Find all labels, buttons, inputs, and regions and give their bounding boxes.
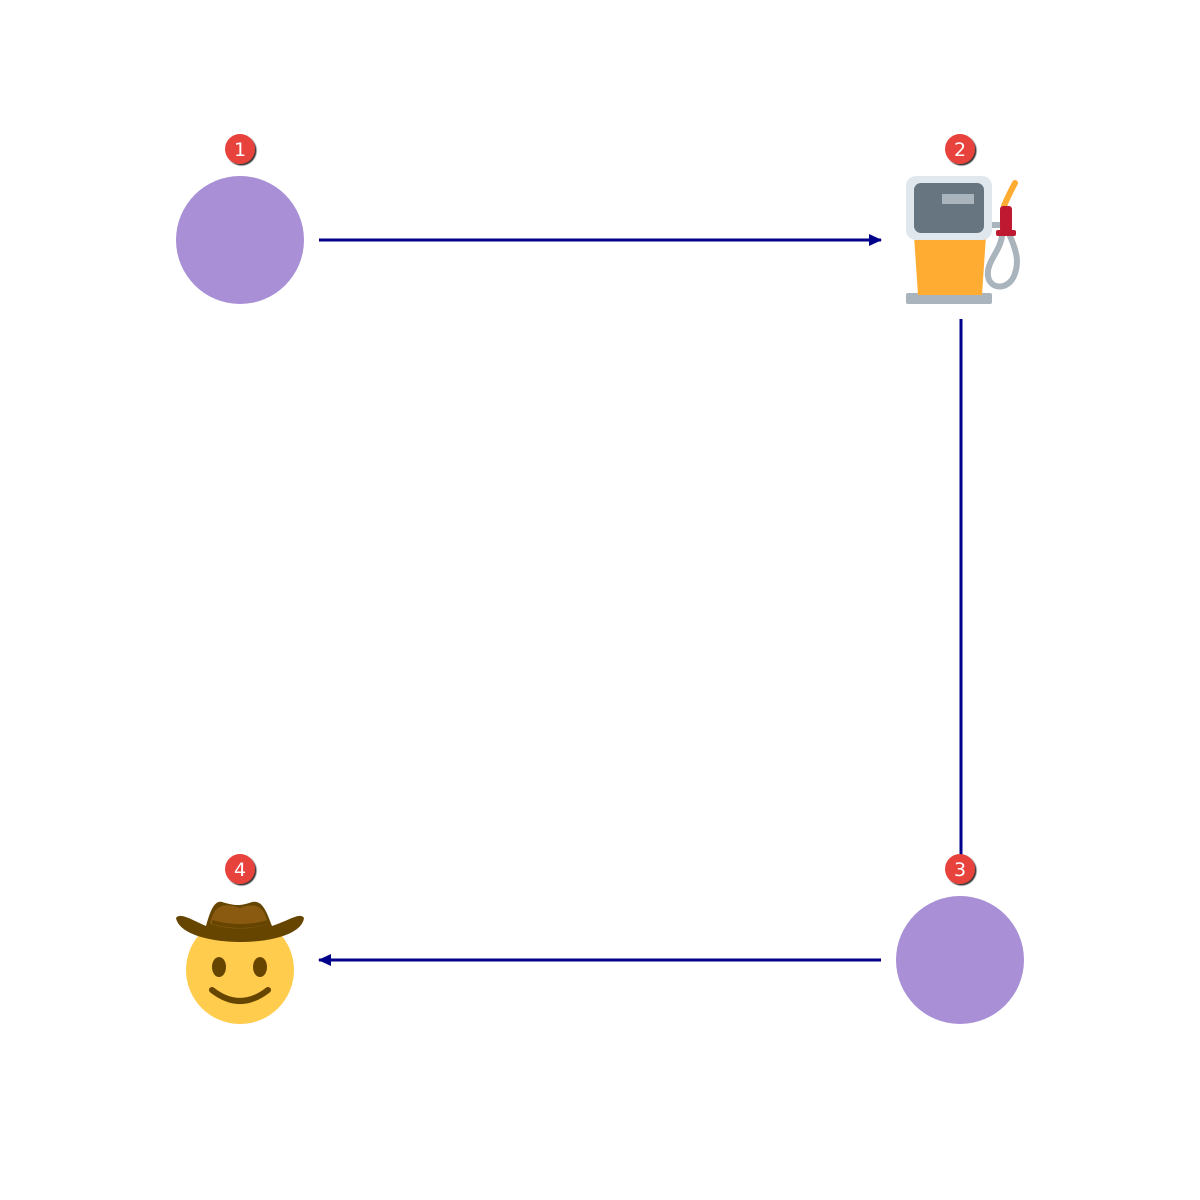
node-3-badge: 3 — [945, 854, 975, 884]
svg-text:1: 1 — [234, 139, 246, 161]
fuel-pump-icon[interactable] — [906, 176, 1020, 304]
node-4-badge: 4 — [225, 854, 255, 884]
cowboy-face-icon[interactable] — [176, 901, 304, 1024]
svg-text:4: 4 — [234, 859, 246, 881]
svg-text:2: 2 — [954, 139, 966, 161]
svg-text:3: 3 — [954, 859, 966, 881]
node-1-badge: 1 — [225, 134, 255, 164]
node-1-circle[interactable] — [176, 176, 304, 304]
node-2-badge: 2 — [945, 134, 975, 164]
node-3-circle[interactable] — [896, 896, 1024, 1024]
